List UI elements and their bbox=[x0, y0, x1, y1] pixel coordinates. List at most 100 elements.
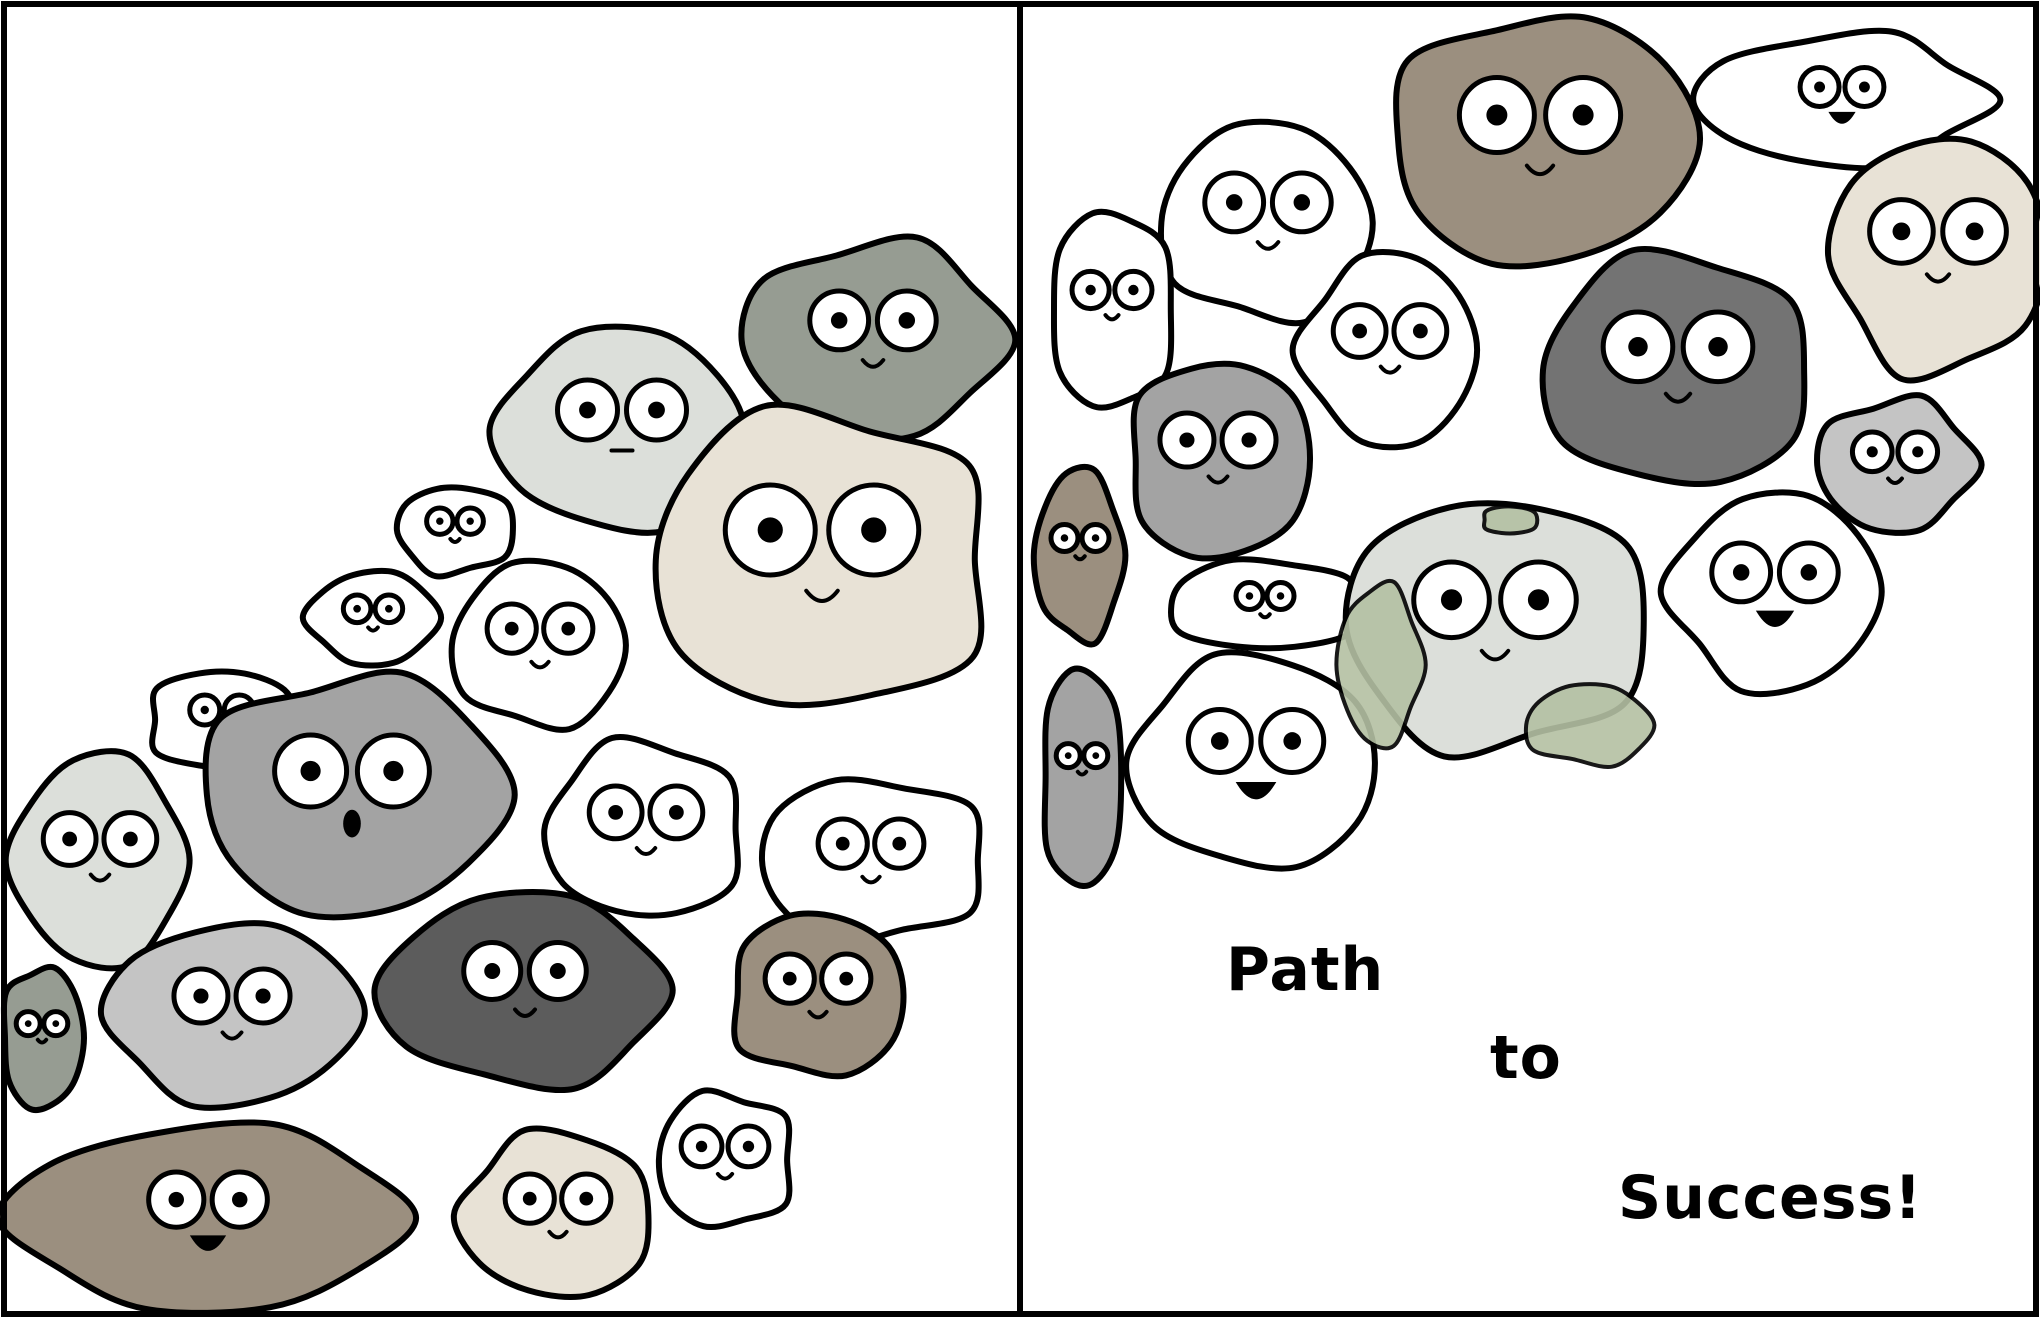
pebble-pupil bbox=[504, 621, 519, 636]
pebble-pupil bbox=[1276, 592, 1285, 600]
pebble-pupil bbox=[839, 971, 854, 986]
pebble-pupil bbox=[1486, 104, 1508, 126]
pebble-body bbox=[299, 567, 445, 669]
pebble-mouth bbox=[35, 1037, 49, 1045]
pebble bbox=[1130, 360, 1314, 562]
pebble bbox=[1158, 118, 1376, 327]
pebble bbox=[1167, 556, 1360, 652]
left-panel-pebbles bbox=[0, 233, 1019, 1316]
pebble bbox=[0, 1119, 420, 1316]
pebble-mouth bbox=[1378, 364, 1402, 375]
caption-word-to: to bbox=[1490, 1023, 1562, 1093]
pebble-pupil bbox=[1241, 432, 1257, 448]
pebble-pupil bbox=[300, 760, 321, 782]
pebble-pupil bbox=[1892, 222, 1911, 241]
pebble-pupil bbox=[608, 805, 624, 820]
pebble-body bbox=[1030, 463, 1129, 648]
pebble bbox=[1657, 489, 1885, 698]
pebble-pupil bbox=[1965, 222, 1984, 241]
pebble-pupil bbox=[200, 705, 209, 715]
pebble-pupil bbox=[522, 1191, 537, 1206]
pebble bbox=[731, 910, 907, 1080]
pebble-body bbox=[1123, 649, 1378, 872]
moss-patch bbox=[1523, 682, 1657, 770]
pebble-pupil bbox=[24, 1020, 32, 1027]
pebble-pupil bbox=[1708, 337, 1728, 357]
pebble-pupil bbox=[353, 604, 361, 613]
pebble-body bbox=[655, 1087, 793, 1230]
pebble-mouth bbox=[860, 358, 886, 369]
pebble-pupil bbox=[1800, 564, 1818, 581]
pebble-pupil bbox=[1210, 732, 1229, 750]
pebble bbox=[652, 401, 985, 709]
pebble-mouth bbox=[1235, 782, 1277, 800]
pebble-mouth bbox=[1258, 612, 1272, 620]
pebble-pupil bbox=[1128, 284, 1139, 296]
pebble-body bbox=[1825, 135, 2040, 384]
pebble-mouth bbox=[1075, 769, 1089, 777]
pebble-pupil bbox=[1412, 323, 1428, 339]
pebble-pupil bbox=[1352, 323, 1368, 339]
pebble-pupil bbox=[436, 517, 444, 525]
pebble-pupil bbox=[122, 831, 138, 847]
pebble bbox=[448, 557, 629, 733]
pebble bbox=[1825, 135, 2040, 384]
pebble-mouth bbox=[1255, 240, 1281, 251]
pebble bbox=[1041, 665, 1125, 889]
pebble-pupil bbox=[861, 517, 887, 543]
pebble-pupil bbox=[1572, 104, 1594, 126]
pebble-pupil bbox=[1092, 752, 1100, 759]
pebble-mouth bbox=[1663, 391, 1693, 404]
pebble-pupil bbox=[1814, 81, 1826, 93]
pebble-pupil bbox=[695, 1140, 708, 1153]
pebble-mouth bbox=[1886, 476, 1904, 486]
pebble-mouth bbox=[1073, 554, 1087, 562]
pebble bbox=[202, 668, 518, 921]
pebble-pupil bbox=[579, 1191, 594, 1206]
pebble-mouth bbox=[860, 874, 882, 885]
pebble-mouth bbox=[220, 1030, 244, 1041]
pebble-body bbox=[1130, 360, 1314, 562]
pebble-body bbox=[448, 557, 629, 733]
pebble-pupil bbox=[579, 401, 596, 419]
pebble-mouth bbox=[547, 1229, 569, 1240]
pebble-pupil bbox=[1527, 589, 1550, 611]
pebble bbox=[1050, 208, 1175, 411]
pebble-mouth bbox=[88, 872, 112, 883]
pebble-mouth bbox=[343, 809, 361, 838]
pebble-pupil bbox=[1225, 194, 1243, 211]
pebble-body bbox=[1539, 245, 1808, 487]
pebble-pupil bbox=[193, 988, 209, 1004]
pebble-pupil bbox=[1866, 446, 1878, 458]
caption-word-success: Success! bbox=[1618, 1163, 1923, 1233]
pebble bbox=[655, 1087, 793, 1230]
pebble-pupil bbox=[385, 604, 393, 613]
pebble-pupil bbox=[1628, 337, 1648, 357]
pebble-body bbox=[1041, 665, 1125, 889]
pebble-pupil bbox=[1064, 752, 1072, 759]
pebble bbox=[97, 920, 368, 1111]
pebble-pupil bbox=[1091, 534, 1100, 542]
pebble-mouth bbox=[1479, 648, 1511, 662]
moss-patch bbox=[1482, 504, 1540, 536]
pebble-pupil bbox=[1732, 564, 1750, 581]
pebble bbox=[1539, 245, 1808, 487]
pebble-pupil bbox=[1293, 194, 1311, 211]
pebble-body bbox=[97, 920, 368, 1111]
pebble-body bbox=[1393, 13, 1704, 270]
pebble-pupil bbox=[898, 312, 916, 329]
pebble bbox=[1123, 649, 1378, 872]
pebble bbox=[299, 567, 445, 669]
pebble bbox=[1030, 463, 1129, 648]
pebble-pupil bbox=[757, 517, 783, 543]
pebble-pupil bbox=[892, 836, 907, 851]
pebble bbox=[738, 233, 1019, 444]
pebble-mouth bbox=[513, 1007, 537, 1018]
pebble-pupil bbox=[484, 963, 501, 979]
pebble-pupil bbox=[1858, 81, 1870, 93]
pebble-pupil bbox=[668, 805, 684, 820]
pebble bbox=[393, 484, 516, 580]
pebble-pupil bbox=[835, 836, 850, 851]
